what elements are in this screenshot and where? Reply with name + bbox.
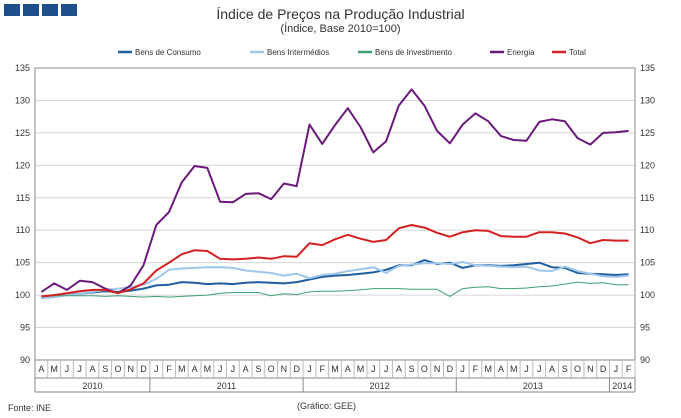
x-tick-label: A (89, 364, 95, 374)
x-tick-label: J (524, 364, 529, 374)
axes: 90 90 95 95 100 100 105 105 110 110 115 115 120 120 12… (15, 63, 655, 365)
x-tick-label: D (140, 364, 147, 374)
x-tick-label: S (102, 364, 108, 374)
x-tick-label: M (331, 364, 339, 374)
x-tick-label: D (447, 364, 454, 374)
x-tick-label: M (510, 364, 518, 374)
x-tick-label: A (396, 364, 402, 374)
y-tick-label-right: 110 (640, 225, 654, 235)
x-tick-label: N (281, 364, 288, 374)
series-layer (40, 88, 629, 300)
x-tick-label: J (231, 364, 236, 374)
series-line (41, 261, 629, 300)
x-tick-label: S (409, 364, 415, 374)
x-tick-label: O (421, 364, 428, 374)
logo-square-2 (23, 4, 39, 16)
x-tick-label: A (345, 364, 351, 374)
year-label: 2011 (217, 381, 236, 391)
y-tick-label-left: 130 (15, 95, 30, 105)
x-tick-label: S (562, 364, 568, 374)
year-label: 2012 (370, 381, 390, 391)
series-line (41, 224, 629, 298)
y-tick-label-right: 115 (640, 193, 654, 203)
x-tick-label: F (166, 364, 172, 374)
x-tick-label: J (77, 364, 82, 374)
x-tick-label: J (307, 364, 312, 374)
x-tick-label: A (498, 364, 504, 374)
x-tick-label: M (204, 364, 212, 374)
legend-label: Total (569, 48, 586, 57)
x-tick-label: N (587, 364, 594, 374)
x-tick-label: A (38, 364, 44, 374)
x-tick-label: J (154, 364, 159, 374)
y-tick-label-left: 135 (15, 63, 30, 73)
x-tick-label: N (434, 364, 441, 374)
x-tick-label: O (114, 364, 121, 374)
y-tick-label-left: 95 (20, 323, 30, 333)
y-tick-label-left: 90 (20, 355, 30, 365)
x-tick-label: F (319, 364, 325, 374)
x-tick-label: J (65, 364, 70, 374)
credit-text: (Gráfico: GEE) (297, 401, 356, 411)
logo (4, 4, 77, 16)
x-tick-label: N (127, 364, 134, 374)
x-tick-label: M (50, 364, 58, 374)
series-line (40, 88, 629, 295)
legend-label: Bens de Investimento (375, 48, 452, 57)
logo-square-1 (4, 4, 20, 16)
y-tick-label-left: 110 (16, 225, 30, 235)
legend-label: Bens de Consumo (135, 48, 201, 57)
y-tick-label-left: 115 (16, 193, 30, 203)
x-tick-label: J (460, 364, 465, 374)
x-tick-label: F (473, 364, 479, 374)
source-text: Fonte: INE (8, 403, 51, 413)
chart-subtitle: (Índice, Base 2010=100) (280, 23, 401, 35)
x-tick-label: A (549, 364, 555, 374)
year-label: 2014 (612, 381, 632, 391)
legend-label: Energia (507, 48, 535, 57)
series-line (41, 281, 629, 298)
x-tick-label: D (600, 364, 607, 374)
x-tick-label: M (484, 364, 492, 374)
x-tick-label: D (293, 364, 300, 374)
x-tick-label: J (218, 364, 223, 374)
x-tick-label: A (192, 364, 198, 374)
year-label: 2010 (82, 381, 102, 391)
x-tick-label: S (255, 364, 261, 374)
y-tick-label-right: 90 (640, 355, 650, 365)
logo-square-3 (42, 4, 58, 16)
y-tick-label-left: 120 (15, 160, 30, 170)
y-tick-label-right: 125 (640, 128, 655, 138)
x-tick-label: F (626, 364, 632, 374)
legend-label: Bens Intermédios (267, 48, 329, 57)
y-tick-label-right: 130 (640, 95, 655, 105)
y-tick-label-right: 95 (640, 323, 650, 333)
y-tick-label-right: 135 (640, 63, 655, 73)
x-tick-label: O (268, 364, 275, 374)
grid (35, 99, 635, 329)
x-tick-label: J (371, 364, 376, 374)
x-tick-label: J (537, 364, 542, 374)
x-tick-label: M (357, 364, 365, 374)
y-tick-label-left: 100 (15, 290, 30, 300)
x-tick-label: O (574, 364, 581, 374)
y-tick-label-right: 100 (640, 290, 655, 300)
x-tick-label: A (243, 364, 249, 374)
chart-title: Índice de Preços na Produção Industrial (216, 6, 465, 22)
y-tick-label-left: 125 (15, 128, 30, 138)
x-tick-label: M (178, 364, 186, 374)
x-tick-label: J (384, 364, 389, 374)
logo-square-4 (61, 4, 77, 16)
x-tick-label: J (614, 364, 619, 374)
plot-frame (34, 67, 636, 361)
y-tick-label-right: 105 (640, 258, 655, 268)
legend: Bens de Consumo Bens Intermédios Bens de I… (118, 48, 586, 57)
year-label: 2013 (523, 381, 543, 391)
series-line (41, 259, 629, 299)
y-tick-label-right: 120 (640, 160, 655, 170)
y-tick-label-left: 105 (15, 258, 30, 268)
